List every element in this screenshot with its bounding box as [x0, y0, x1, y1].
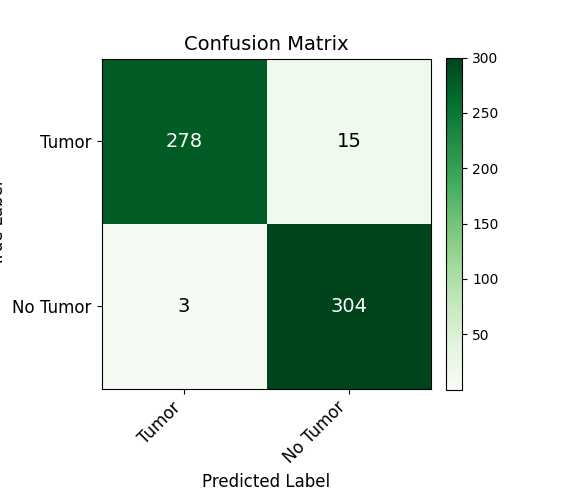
Text: 278: 278 — [165, 132, 202, 151]
Y-axis label: True Label: True Label — [0, 181, 7, 266]
Text: 304: 304 — [331, 297, 368, 316]
Text: 15: 15 — [337, 132, 362, 151]
Text: 3: 3 — [178, 297, 190, 316]
X-axis label: Predicted Label: Predicted Label — [202, 473, 331, 491]
Title: Confusion Matrix: Confusion Matrix — [184, 35, 349, 54]
